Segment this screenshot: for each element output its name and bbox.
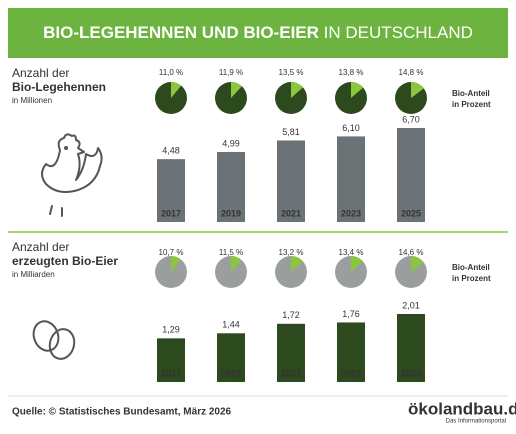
bar-category-label: 2017 [161,208,181,218]
bar-value-label: 4,99 [222,138,240,148]
bar-category-label: 2019 [221,368,241,378]
pie-label: 10,7 % [159,248,184,257]
bar-value-label: 6,10 [342,123,360,133]
bar [157,159,185,222]
header-title-bold: BIO-LEGEHENNEN UND BIO-EIER [43,23,319,42]
pie-label: 13,5 % [279,68,304,77]
bar-category-label: 2023 [341,208,361,218]
pie-label: 13,8 % [339,68,364,77]
bar [277,140,305,222]
pie-slice [351,256,363,272]
pie-slice [291,82,304,98]
pie-label: 13,4 % [339,248,364,257]
pie-label: 14,6 % [399,248,424,257]
pie-slice [351,82,364,98]
pie-legend: in Prozent [452,274,491,283]
pie-slice [171,256,181,272]
bar-value-label: 5,81 [282,127,300,137]
section-title: Anzahl der [12,66,69,80]
pie-label: 14,8 % [399,68,424,77]
bar-value-label: 1,29 [162,325,180,335]
bar [157,338,185,382]
pie-label: 11,5 % [219,248,243,257]
section-subtitle: in Millionen [12,96,52,105]
pie-label: 11,0 % [159,68,183,77]
pie-legend: Bio-Anteil [452,89,490,98]
pie-legend: Bio-Anteil [452,263,490,272]
bar-category-label: 2023 [341,368,361,378]
bar-category-label: 2025 [401,368,421,378]
bar-value-label: 2,01 [402,300,420,310]
logo: ökolandbau.de [408,399,516,418]
bar-category-label: 2019 [221,208,241,218]
bar [397,314,425,382]
bar-value-label: 1,72 [282,310,300,320]
bar-value-label: 1,76 [342,309,360,319]
section-title-bold: erzeugten Bio-Eier [12,254,118,268]
pie-label: 13,2 % [279,248,304,257]
bar [337,322,365,382]
source: Quelle: © Statistisches Bundesamt, März … [12,407,232,418]
bar-category-label: 2021 [281,368,301,378]
pie-slice [231,82,242,98]
bar [397,128,425,222]
bar [277,323,305,382]
bar [337,136,365,222]
bar-category-label: 2025 [401,208,421,218]
section-title: Anzahl der [12,240,69,254]
eggs-icon [32,320,76,360]
logo-sub: Das Informationsportal [446,419,506,425]
section-subtitle: in Milliarden [12,270,55,279]
bar [217,333,245,382]
bar-value-label: 1,44 [222,320,240,330]
pie-slice [171,82,182,98]
pie-slice [291,256,303,272]
bar-value-label: 6,70 [402,114,420,124]
section-title-bold: Bio-Legehennen [12,80,106,94]
bar-value-label: 4,48 [162,146,180,156]
pie-legend: in Prozent [452,100,491,109]
pie-slice [411,82,424,98]
header-title: BIO-LEGEHENNEN UND BIO-EIER IN DEUTSCHLA… [43,23,473,42]
bar-category-label: 2017 [161,368,181,378]
pie-label: 11,9 % [219,68,243,77]
hen-icon [41,133,103,217]
header-title-normal: IN DEUTSCHLAND [324,23,473,42]
pie-slice [411,256,424,272]
bar [217,151,245,222]
header-bar [8,8,508,58]
pie-slice [231,256,242,272]
bar-category-label: 2021 [281,208,301,218]
